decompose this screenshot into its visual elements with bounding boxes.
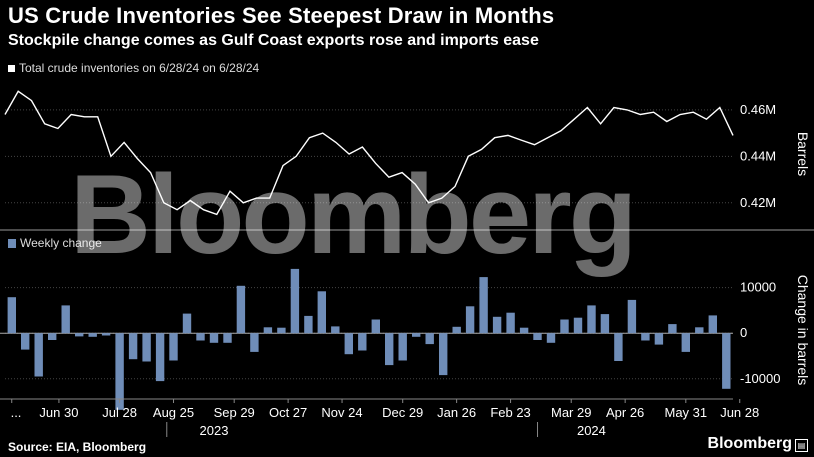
x-tick-label: Nov 24 bbox=[321, 405, 362, 420]
weekly-change-bar bbox=[506, 312, 515, 334]
x-year-label: 2023 bbox=[200, 423, 229, 438]
weekly-change-bar bbox=[708, 315, 717, 334]
weekly-change-bar bbox=[560, 319, 569, 334]
x-tick-label: Aug 25 bbox=[153, 405, 194, 420]
x-tick-label: Mar 29 bbox=[551, 405, 591, 420]
legend-label-inventories: Total crude inventories on 6/28/24 on 6/… bbox=[19, 61, 260, 75]
weekly-change-bar bbox=[668, 324, 677, 334]
weekly-change-bar bbox=[358, 333, 367, 351]
x-tick-label: Feb 23 bbox=[490, 405, 530, 420]
weekly-change-bar bbox=[398, 333, 407, 361]
weekly-change-bar bbox=[21, 333, 30, 350]
weekly-change-bar bbox=[182, 313, 192, 334]
x-tick-label: Jan 26 bbox=[437, 405, 476, 420]
x-tick-label: Apr 26 bbox=[606, 405, 644, 420]
weekly-change-bar bbox=[61, 305, 70, 334]
weekly-change-bar bbox=[250, 333, 259, 352]
weekly-change-bar bbox=[627, 299, 637, 334]
weekly-change-bar bbox=[533, 333, 542, 340]
weekly-change-bar bbox=[722, 333, 731, 389]
legend-swatch-inventories bbox=[8, 64, 15, 72]
weekly-change-bar bbox=[654, 333, 664, 345]
bar-ylabel: Change in barrels bbox=[795, 275, 811, 386]
weekly-change-bar bbox=[371, 319, 380, 334]
weekly-change-bar bbox=[304, 315, 313, 334]
weekly-change-bar bbox=[331, 326, 340, 334]
weekly-change-bar bbox=[88, 333, 97, 337]
x-tick-label: ... bbox=[11, 405, 22, 420]
line-ylabel: Barrels bbox=[795, 132, 811, 176]
x-tick-label: Dec 29 bbox=[382, 405, 423, 420]
weekly-change-bar bbox=[209, 333, 219, 343]
weekly-change-bar bbox=[546, 333, 556, 343]
terminal-icon: ▤ bbox=[795, 439, 808, 452]
weekly-change-bar bbox=[385, 333, 394, 366]
weekly-change-bar bbox=[7, 297, 16, 334]
weekly-change-bar bbox=[34, 333, 43, 377]
weekly-change-bar bbox=[223, 333, 232, 343]
weekly-change-bar bbox=[277, 327, 286, 334]
weekly-change-bar bbox=[412, 333, 421, 337]
inventory-line bbox=[4, 90, 734, 216]
bar-ytick-label: -10000 bbox=[740, 371, 780, 386]
legend-label-weekly: Weekly change bbox=[20, 236, 102, 250]
weekly-change-bar bbox=[290, 268, 300, 334]
weekly-change-bar bbox=[681, 333, 690, 352]
weekly-change-bar bbox=[48, 333, 57, 340]
weekly-change-bar bbox=[573, 317, 583, 334]
weekly-change-bar bbox=[263, 327, 273, 334]
weekly-change-bar bbox=[587, 305, 596, 334]
weekly-change-bar bbox=[75, 333, 84, 337]
weekly-change-bar bbox=[452, 326, 461, 334]
x-tick-label: Jun 30 bbox=[39, 405, 78, 420]
weekly-change-bar bbox=[196, 333, 205, 341]
weekly-change-bar bbox=[465, 306, 475, 334]
bloomberg-logo: Bloomberg bbox=[707, 435, 792, 452]
x-tick-label: Oct 27 bbox=[269, 405, 307, 420]
weekly-change-bar bbox=[600, 314, 610, 334]
weekly-change-bar bbox=[317, 291, 326, 334]
weekly-change-bar bbox=[169, 333, 178, 361]
weekly-change-bar bbox=[695, 327, 704, 334]
bar-ytick-label: 10000 bbox=[740, 280, 776, 295]
weekly-change-bar bbox=[236, 285, 246, 334]
weekly-change-bar bbox=[115, 333, 124, 410]
weekly-change-bar bbox=[101, 333, 111, 336]
chart-title: US Crude Inventories See Steepest Draw i… bbox=[8, 3, 555, 28]
weekly-change-bar bbox=[641, 333, 650, 341]
bar-ytick-label: 0 bbox=[740, 325, 747, 340]
weekly-change-bar bbox=[479, 277, 488, 334]
x-tick-label: May 31 bbox=[664, 405, 707, 420]
weekly-change-bar bbox=[425, 333, 434, 345]
weekly-change-bar bbox=[155, 333, 165, 382]
weekly-change-bar bbox=[519, 327, 529, 334]
weekly-change-bar bbox=[439, 333, 448, 376]
x-year-label: 2024 bbox=[577, 423, 606, 438]
line-ytick-label: 0.46M bbox=[740, 102, 776, 117]
line-ytick-label: 0.42M bbox=[740, 195, 776, 210]
weekly-change-bar bbox=[142, 333, 151, 362]
weekly-change-bar bbox=[614, 333, 623, 361]
line-ytick-label: 0.44M bbox=[740, 148, 776, 163]
source-note: Source: EIA, Bloomberg bbox=[8, 440, 147, 454]
x-tick-label: Jul 28 bbox=[102, 405, 137, 420]
weekly-change-bar bbox=[492, 316, 502, 334]
chart-subtitle: Stockpile change comes as Gulf Coast exp… bbox=[8, 32, 539, 49]
weekly-change-bar bbox=[128, 333, 138, 360]
legend-weekly-change: Weekly change bbox=[8, 236, 102, 250]
x-tick-label: Sep 29 bbox=[214, 405, 255, 420]
legend-swatch-weekly bbox=[8, 238, 16, 248]
legend-inventories: Total crude inventories on 6/28/24 on 6/… bbox=[8, 61, 259, 75]
weekly-change-bar bbox=[344, 333, 353, 355]
x-tick-label: Jun 28 bbox=[720, 405, 759, 420]
